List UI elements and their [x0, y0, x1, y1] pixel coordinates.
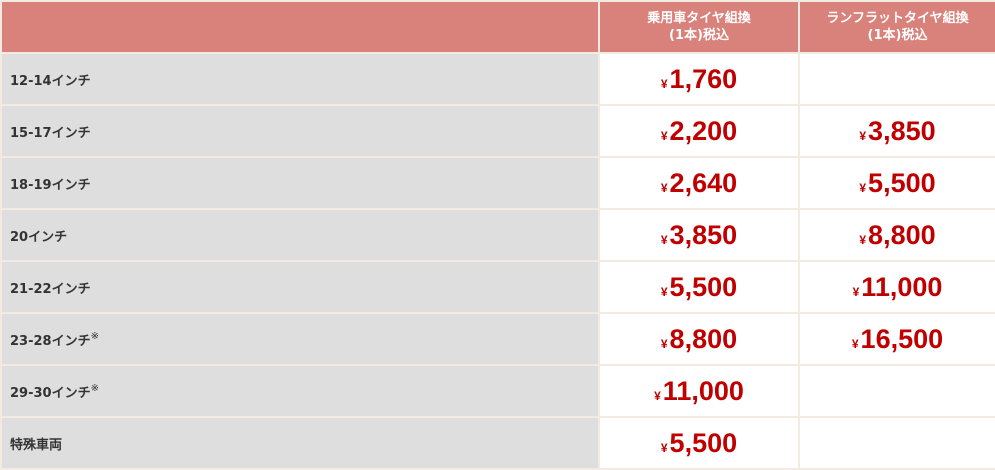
header-runflat-sub: (1本)税込	[867, 28, 928, 43]
standard-price: ¥2,200	[598, 104, 800, 158]
table-row: 29-30インチ※ ¥11,000	[0, 364, 995, 418]
runflat-price: ¥16,500	[798, 312, 995, 366]
header-row: 乗用車タイヤ組換 (1本)税込 ランフラットタイヤ組換 (1本)税込	[0, 0, 995, 54]
header-runflat: ランフラットタイヤ組換 (1本)税込	[798, 0, 995, 54]
standard-price: ¥8,800	[598, 312, 800, 366]
runflat-price-empty	[798, 364, 995, 418]
runflat-price-value: 8,800	[868, 219, 936, 250]
standard-price-value: 3,850	[669, 219, 738, 250]
header-runflat-title: ランフラットタイヤ組換	[826, 11, 969, 26]
size-label: 特殊車両	[0, 416, 600, 470]
standard-price: ¥5,500	[598, 416, 800, 470]
size-label: 23-28インチ※	[0, 312, 600, 366]
size-label-text: 29-30インチ	[10, 385, 91, 401]
yen-symbol: ¥	[660, 76, 668, 91]
yen-symbol: ¥	[660, 128, 668, 143]
runflat-price-value: 5,500	[868, 167, 936, 198]
table-row: 21-22インチ ¥5,500 ¥11,000	[0, 260, 995, 314]
runflat-price: ¥3,850	[798, 104, 995, 158]
size-label: 20インチ	[0, 208, 600, 262]
size-label-text: 特殊車両	[10, 437, 63, 453]
note-mark: ※	[90, 382, 99, 394]
header-standard-sub: (1本)税込	[669, 28, 729, 43]
standard-price: ¥1,760	[598, 52, 800, 106]
size-label-text: 23-28インチ	[10, 333, 91, 349]
table-row: 15-17インチ ¥2,200 ¥3,850	[0, 104, 995, 158]
yen-symbol: ¥	[660, 336, 668, 351]
standard-price-value: 11,000	[662, 375, 744, 406]
yen-symbol: ¥	[859, 128, 867, 143]
yen-symbol: ¥	[654, 388, 661, 403]
size-label: 21-22インチ	[0, 260, 600, 314]
size-label: 18-19インチ	[0, 156, 600, 210]
yen-symbol: ¥	[852, 284, 860, 299]
standard-price-value: 5,500	[669, 271, 738, 302]
table-row: 12-14インチ ¥1,760	[0, 52, 995, 106]
header-standard-title: 乗用車タイヤ組換	[647, 11, 751, 26]
size-label-text: 20インチ	[10, 229, 68, 245]
yen-symbol: ¥	[660, 180, 668, 195]
standard-price-value: 8,800	[669, 323, 738, 354]
runflat-price-value: 3,850	[868, 115, 936, 146]
header-size	[0, 0, 600, 54]
table-row: 18-19インチ ¥2,640 ¥5,500	[0, 156, 995, 210]
header-standard: 乗用車タイヤ組換 (1本)税込	[598, 0, 800, 54]
size-label-text: 15-17インチ	[10, 125, 91, 141]
yen-symbol: ¥	[851, 336, 859, 351]
runflat-price-value: 11,000	[861, 271, 943, 302]
standard-price-value: 2,200	[669, 115, 738, 146]
standard-price: ¥11,000	[598, 364, 800, 418]
size-label: 15-17インチ	[0, 104, 600, 158]
runflat-price-value: 16,500	[860, 323, 944, 354]
standard-price-value: 5,500	[669, 427, 738, 458]
runflat-price-empty	[798, 416, 995, 470]
runflat-price-empty	[798, 52, 995, 106]
yen-symbol: ¥	[660, 284, 668, 299]
runflat-price: ¥5,500	[798, 156, 995, 210]
size-label: 29-30インチ※	[0, 364, 600, 418]
standard-price: ¥5,500	[598, 260, 800, 314]
runflat-price: ¥8,800	[798, 208, 995, 262]
table-row: 特殊車両 ¥5,500	[0, 416, 995, 470]
size-label-text: 18-19インチ	[10, 177, 91, 193]
yen-symbol: ¥	[859, 232, 867, 247]
table-row: 20インチ ¥3,850 ¥8,800	[0, 208, 995, 262]
size-label: 12-14インチ	[0, 52, 600, 106]
note-mark: ※	[90, 330, 99, 342]
runflat-price: ¥11,000	[798, 260, 995, 314]
standard-price: ¥2,640	[598, 156, 800, 210]
yen-symbol: ¥	[660, 440, 668, 455]
yen-symbol: ¥	[660, 232, 668, 247]
size-label-text: 12-14インチ	[10, 73, 91, 89]
standard-price: ¥3,850	[598, 208, 800, 262]
standard-price-value: 1,760	[669, 63, 738, 94]
size-label-text: 21-22インチ	[10, 281, 91, 297]
table-row: 23-28インチ※ ¥8,800 ¥16,500	[0, 312, 995, 366]
yen-symbol: ¥	[859, 180, 867, 195]
standard-price-value: 2,640	[669, 167, 738, 198]
